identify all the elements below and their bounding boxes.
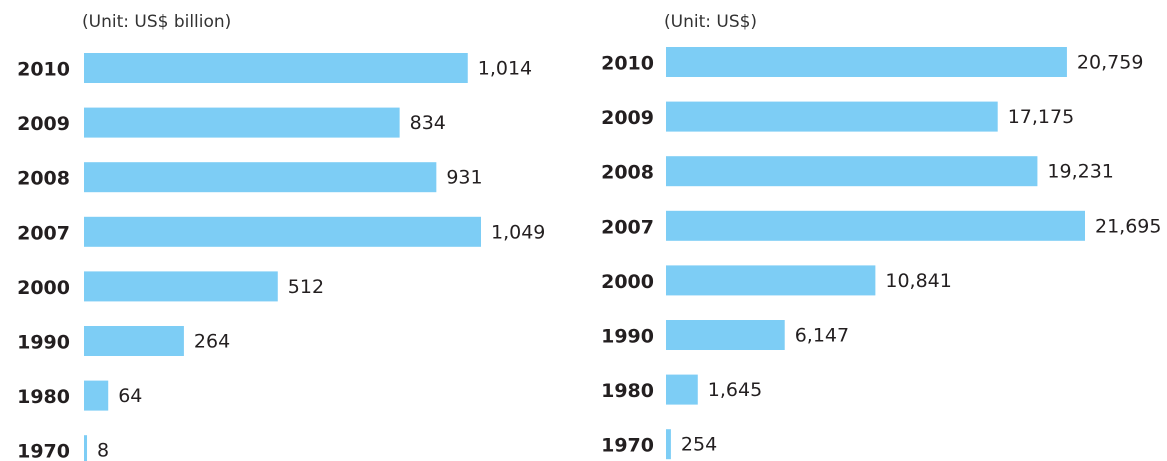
category-label: 2009 xyxy=(17,113,70,135)
category-label: 1980 xyxy=(601,380,654,402)
category-label: 1990 xyxy=(601,326,654,348)
bar xyxy=(84,162,437,193)
bar xyxy=(84,435,88,461)
bar xyxy=(84,53,468,83)
value-label: 264 xyxy=(194,331,230,353)
category-label: 2008 xyxy=(17,168,70,190)
bar xyxy=(84,380,109,411)
category-label: 1970 xyxy=(17,441,70,461)
bar xyxy=(666,429,671,460)
bar xyxy=(666,47,1067,77)
value-label: 1,645 xyxy=(708,379,762,401)
category-label: 2009 xyxy=(601,107,654,129)
value-label: 512 xyxy=(288,276,324,298)
value-label: 254 xyxy=(681,434,717,456)
value-label: 834 xyxy=(410,112,446,134)
value-label: 1,014 xyxy=(478,58,532,80)
value-label: 21,695 xyxy=(1095,215,1161,237)
category-label: 2007 xyxy=(601,216,654,238)
bar xyxy=(666,320,785,350)
value-label: 1,049 xyxy=(491,221,545,243)
bar xyxy=(84,326,184,356)
value-label: 6,147 xyxy=(795,325,849,347)
value-label: 17,175 xyxy=(1008,106,1074,128)
category-label: 2010 xyxy=(601,53,654,75)
bar xyxy=(84,271,278,302)
value-label: 64 xyxy=(118,385,142,407)
category-label: 2000 xyxy=(17,277,70,299)
bar xyxy=(666,101,998,132)
bar xyxy=(666,156,1038,187)
bar xyxy=(666,374,698,405)
category-label: 2000 xyxy=(601,271,654,293)
subtitle: (Unit: US$ billion) xyxy=(82,12,231,32)
value-label: 19,231 xyxy=(1047,161,1113,183)
value-label: 931 xyxy=(446,167,482,189)
value-label: 10,841 xyxy=(885,270,951,292)
category-label: 1990 xyxy=(17,332,70,354)
value-label: 8 xyxy=(97,440,109,461)
bar xyxy=(666,210,1085,241)
bar xyxy=(84,216,481,247)
category-label: 1970 xyxy=(601,435,654,457)
value-label: 20,759 xyxy=(1077,52,1143,74)
subtitle: (Unit: US$) xyxy=(664,12,757,32)
category-label: 2007 xyxy=(17,222,70,244)
category-label: 1980 xyxy=(17,386,70,408)
bar xyxy=(666,265,876,296)
bar xyxy=(84,107,400,138)
category-label: 2010 xyxy=(17,59,70,81)
category-label: 2008 xyxy=(601,162,654,184)
